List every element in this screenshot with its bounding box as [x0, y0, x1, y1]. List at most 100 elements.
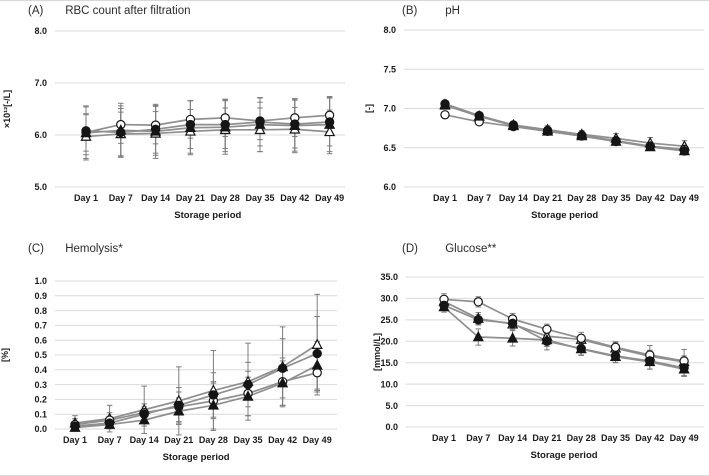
x-tick-label: Day 21 — [164, 435, 193, 445]
chart-svg: 1.0 0.9 0.8 0.7 0.6 0.5 0.4 0.3 0.2 0.1 0.0 [%] Day … — [0, 276, 337, 463]
data-point-filled-circle-icon — [611, 135, 621, 146]
x-tick-label: Day 35 — [601, 193, 630, 203]
data-point-filled-circle-icon — [645, 141, 655, 151]
panel-letter: (A) — [28, 5, 44, 17]
x-tick-label: Day 42 — [635, 433, 664, 443]
x-tick-label: Day 7 — [467, 193, 491, 203]
data-point-filled-triangle-icon — [138, 413, 150, 425]
data-point-filled-triangle-icon — [173, 405, 185, 416]
x-tick-label: Day 28 — [211, 193, 240, 203]
data-point-filled-circle-icon — [185, 119, 196, 130]
x-tick-label: Day 42 — [268, 435, 297, 445]
panel-glucose: (D) Glucose** 35.0 30.0 25.0 20.0 15.0 10.0 5.… — [354, 239, 709, 475]
data-point-filled-triangle-icon — [472, 330, 484, 342]
data-point-filled-circle-icon — [508, 120, 519, 130]
panel-title: Glucose** — [445, 243, 497, 255]
data-point-filled-circle-icon — [150, 124, 161, 134]
data-point-filled-circle-icon — [610, 351, 621, 361]
panel-rbc-count: (A) RBC count after filtration 8.0 7.0 6.0… — [0, 1, 355, 239]
y-tick-label: 20.0 — [380, 336, 398, 346]
data-point-filled-circle-icon — [116, 127, 126, 138]
data-point-open-circle-icon — [473, 297, 484, 307]
y-tick-label: 6.0 — [383, 182, 396, 192]
data-point-filled-circle-icon — [576, 343, 586, 354]
y-tick-label: 25.0 — [380, 315, 398, 325]
data-point-filled-circle-icon — [577, 130, 587, 140]
panel-title: Hemolysis* — [65, 243, 123, 255]
y-tick-label: 7.0 — [34, 78, 47, 88]
y-tick-label: 0.9 — [34, 291, 47, 301]
data-point-filled-circle-icon — [679, 146, 690, 156]
data-point-open-circle-icon — [440, 110, 450, 120]
chart-svg: 8.0 7.5 7.0 6.5 6.0 [-] Day 1 Day 7 Day 14 Day 21… — [364, 25, 704, 221]
series-markers-filled-circle — [439, 300, 689, 373]
y-tick-label: 0.3 — [34, 380, 47, 390]
data-point-open-triangle-icon — [254, 123, 266, 135]
y-tick-label: 8.0 — [383, 25, 396, 35]
x-tick-label: Day 35 — [601, 433, 630, 443]
series-line-open-circle — [85, 114, 330, 134]
x-tick-label: Day 21 — [533, 193, 562, 203]
y-tick-label: 6.5 — [383, 143, 396, 153]
x-tick-label: Day 49 — [303, 435, 332, 445]
series-markers-open-circle — [439, 294, 689, 366]
x-tick-label: Day 7 — [109, 193, 133, 203]
data-point-filled-circle-icon — [220, 119, 230, 130]
data-point-filled-triangle-icon — [242, 390, 254, 401]
data-point-filled-circle-icon — [542, 125, 553, 136]
series-line-open-triangle — [85, 128, 330, 138]
x-tick-label: Day 28 — [199, 435, 228, 445]
x-tick-label: Day 1 — [74, 193, 98, 203]
data-point-filled-circle-icon — [290, 119, 300, 129]
x-tick-label: Day 1 — [432, 433, 456, 443]
data-point-filled-circle-icon — [277, 363, 288, 374]
x-tick-label: Day 14 — [499, 193, 528, 203]
x-tick-label: Day 49 — [670, 433, 699, 443]
data-point-open-circle-icon — [610, 342, 621, 352]
panel-letter: (D) — [402, 243, 418, 255]
data-point-open-circle-icon — [542, 324, 552, 334]
y-tick-label: 0.5 — [34, 350, 47, 360]
series-line-filled-circle — [85, 121, 330, 134]
x-axis-title: Storage period — [163, 452, 230, 463]
x-tick-label: Day 28 — [567, 193, 596, 203]
x-tick-label: Day 21 — [176, 193, 205, 203]
data-point-open-triangle-icon — [311, 338, 323, 349]
gridlines: 35.0 30.0 25.0 20.0 15.0 10.0 5.0 0.0 — [380, 272, 704, 432]
x-tick-label: Day 14 — [130, 435, 159, 445]
x-tick-label: Day 1 — [63, 435, 87, 445]
panel-header: (C) Hemolysis* — [0, 242, 355, 257]
data-point-filled-triangle-icon — [207, 399, 220, 410]
y-axis-label: [%] — [0, 348, 10, 362]
y-tick-label: 0.1 — [34, 409, 47, 419]
data-point-filled-circle-icon — [645, 356, 655, 366]
y-tick-label: 0.2 — [34, 395, 47, 405]
data-point-open-triangle-icon — [323, 125, 336, 137]
data-point-filled-circle-icon — [81, 126, 91, 136]
x-tick-label: Day 35 — [233, 435, 262, 445]
x-tick-label: Day 7 — [98, 435, 122, 445]
x-axis-title: Storage period — [174, 210, 241, 221]
data-point-filled-circle-icon — [440, 99, 450, 109]
y-tick-label: 0.0 — [34, 424, 47, 434]
data-point-filled-circle-icon — [679, 363, 689, 373]
panel-header: (A) RBC count after filtration — [0, 4, 355, 19]
y-tick-label: 8.0 — [34, 26, 47, 36]
series-line-open-circle — [74, 371, 318, 426]
data-point-open-circle-icon — [576, 333, 586, 343]
x-tick-label: Day 42 — [636, 193, 665, 203]
series-line-filled-circle — [74, 352, 318, 427]
y-tick-label: 5.0 — [34, 182, 47, 192]
panel-letter: (B) — [402, 5, 418, 17]
data-point-filled-circle-icon — [507, 318, 518, 328]
data-point-filled-circle-icon — [208, 390, 219, 400]
data-point-filled-circle-icon — [542, 336, 552, 346]
panel-header: (D) Glucose** — [354, 242, 709, 257]
series-markers-filled-circle — [70, 348, 322, 431]
x-axis-title: Storage period — [531, 450, 598, 461]
series-line-filled-triangle — [85, 123, 330, 134]
y-axis-label: [-] — [364, 104, 374, 113]
data-point-filled-circle-icon — [255, 117, 265, 127]
x-tick-label: Day 35 — [245, 193, 274, 203]
y-tick-label: 7.0 — [383, 104, 396, 114]
